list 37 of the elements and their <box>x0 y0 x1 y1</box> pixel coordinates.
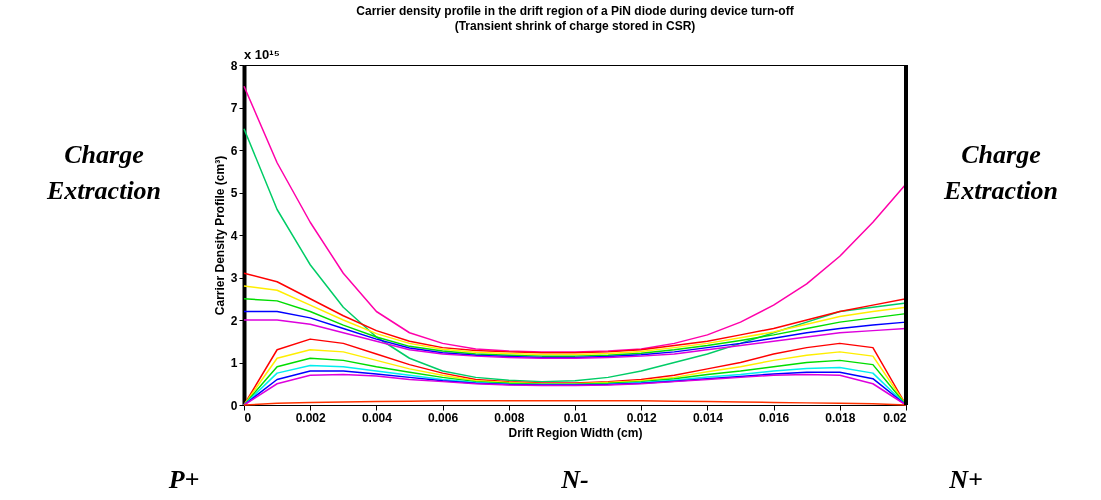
x-tick-label: 0.012 <box>626 410 658 425</box>
y-tick-label: 8 <box>230 58 238 73</box>
x-tick-label: 0.002 <box>295 410 327 425</box>
text: N+ <box>948 465 983 494</box>
y-tick-label: 1 <box>230 356 238 370</box>
x-axis-title: Drift Region Width (cm) <box>508 425 643 440</box>
y-tick-label: 5 <box>230 186 238 200</box>
x-tick-label: 0.014 <box>692 410 724 425</box>
x-tick-label: 0.016 <box>759 410 790 425</box>
x-tick-label: 0.006 <box>428 410 459 425</box>
text: P+ <box>167 465 200 494</box>
y-tick-label: 7 <box>230 101 238 115</box>
line-series <box>243 272 907 354</box>
chart-title: Carrier density profile in the drift region of a PiN diode during device turn-off <box>356 4 795 18</box>
line-series <box>243 319 907 359</box>
y-tick-label: 6 <box>230 143 238 158</box>
y-tick-label: 2 <box>230 313 238 328</box>
line-series <box>243 285 907 356</box>
x-tick-label: 0 <box>244 410 252 425</box>
x-tick-label: 0.01 <box>563 410 588 425</box>
y-tick-label: 0 <box>230 398 238 413</box>
y-tick-label: 4 <box>230 228 238 243</box>
text: Charge Extraction <box>942 140 1059 205</box>
chart-subtitle: (Transient shrink of charge stored in CSR) <box>454 19 696 33</box>
x-tick-label: 0.008 <box>494 410 525 425</box>
x-tick-label: 0.018 <box>825 410 856 425</box>
text: Charge Extraction <box>45 140 162 205</box>
line-series <box>243 298 907 357</box>
y-axis-title: Carrier Density Profile (cm³) <box>212 155 227 316</box>
text: x 10¹⁵ <box>244 47 280 62</box>
y-tick-label: 3 <box>230 271 238 285</box>
line-series <box>243 310 907 359</box>
line-series <box>243 128 907 383</box>
x-tick-label: 0.02 <box>883 410 907 425</box>
line-series <box>243 85 907 353</box>
x-tick-label: 0.004 <box>361 410 393 425</box>
text: N- <box>560 465 589 494</box>
